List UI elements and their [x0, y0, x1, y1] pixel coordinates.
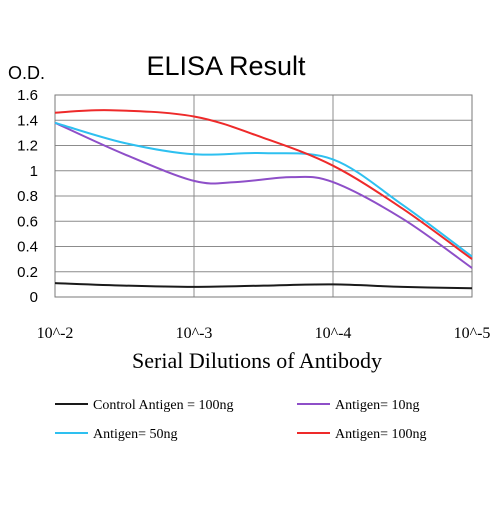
legend-label-1: Control Antigen = 100ng — [93, 398, 234, 413]
y-axis-title: O.D. — [8, 63, 45, 83]
series-line-4 — [54, 109, 473, 260]
y-tick-label: 0.2 — [17, 264, 38, 281]
x-tick-label: 10^-4 — [315, 325, 352, 342]
x-tick-label: 10^-2 — [37, 325, 74, 342]
x-tick-label: 10^-5 — [454, 325, 491, 342]
plot-border — [54, 94, 473, 298]
y-tick-label: 0.8 — [17, 188, 38, 205]
y-tick-label: 0 — [30, 289, 38, 306]
chart-title: ELISA Result — [146, 51, 306, 81]
legend: Control Antigen = 100ng Antigen= 10ng Anti… — [55, 398, 427, 442]
y-tick-label: 0.6 — [17, 213, 38, 230]
x-axis-title: Serial Dilutions of Antibody — [132, 348, 382, 373]
legend-label-4: Antigen= 100ng — [335, 427, 427, 442]
y-tick-label: 1.6 — [17, 87, 38, 104]
y-tick-label: 1 — [30, 163, 38, 180]
y-tick-label: 0.4 — [17, 239, 38, 256]
series-lines — [54, 109, 473, 290]
series-line-1 — [54, 282, 473, 290]
series-line-3 — [54, 121, 473, 258]
legend-label-2: Antigen= 10ng — [335, 398, 420, 413]
y-tick-label: 1.2 — [17, 138, 38, 155]
legend-label-3: Antigen= 50ng — [93, 427, 178, 442]
y-tick-labels: 0 0.2 0.4 0.6 0.8 1 1.2 1.4 1.6 — [17, 87, 38, 306]
series-line-2 — [54, 121, 473, 269]
x-tick-label: 10^-3 — [176, 325, 213, 342]
grid — [54, 94, 473, 298]
plot-frame — [54, 94, 473, 298]
y-tick-label: 1.4 — [17, 112, 38, 129]
x-tick-labels: 10^-2 10^-3 10^-4 10^-5 — [37, 325, 491, 342]
